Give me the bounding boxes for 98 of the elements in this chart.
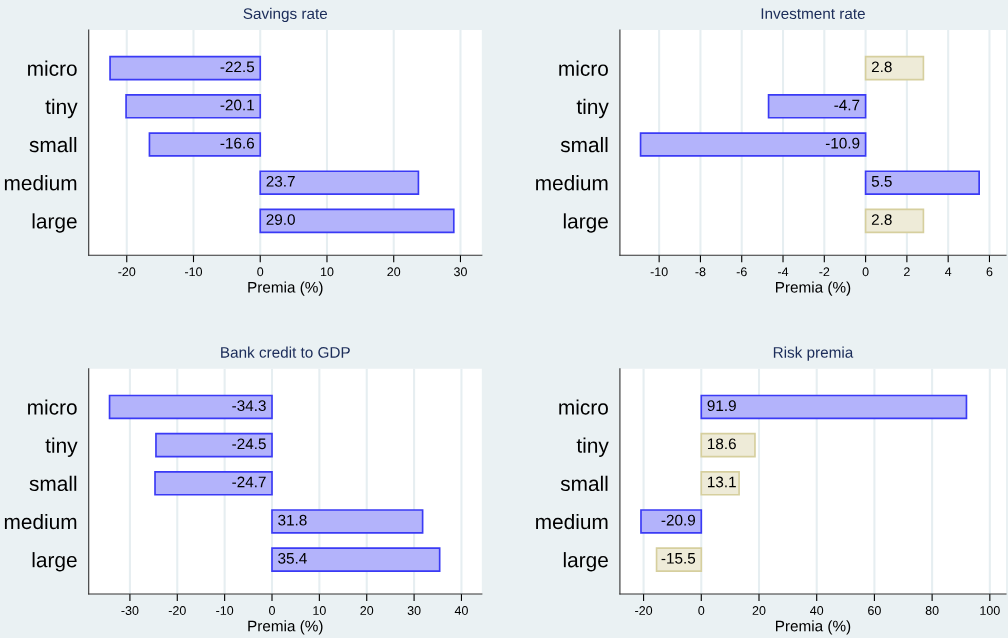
x-tick-label: 0 — [269, 606, 275, 615]
x-tick-label: 60 — [868, 606, 881, 615]
x-tick-label: -20 — [168, 606, 186, 615]
y-tick-label: tiny — [45, 98, 78, 119]
y-tick-label: large — [563, 552, 608, 572]
x-tick-label: 20 — [360, 606, 374, 615]
y-tick-label: medium — [4, 513, 77, 530]
x-tick-label: 40 — [454, 606, 468, 615]
data-label: 91.9 — [707, 400, 736, 412]
y-tick-label: micro — [28, 399, 77, 415]
bar — [259, 170, 420, 195]
x-tick-label: -8 — [695, 267, 706, 277]
data-label: 13.1 — [708, 476, 736, 488]
bar — [864, 55, 925, 81]
y-tick-label: tiny — [576, 437, 609, 457]
chart-title: Risk premia — [773, 346, 854, 361]
x-tick-label: 4 — [944, 267, 952, 277]
x-axis-title: Premia (%) — [776, 281, 851, 296]
bar — [767, 94, 867, 119]
y-tick-label: medium — [536, 175, 608, 191]
data-label: -24.7 — [232, 476, 266, 488]
bar — [700, 432, 756, 458]
bar — [640, 509, 703, 534]
x-tick-label: 100 — [980, 606, 1000, 615]
bar — [271, 547, 441, 572]
x-axis-title: Premia (%) — [248, 281, 323, 296]
x-tick-label: -30 — [121, 606, 139, 615]
x-tick-label: 0 — [862, 267, 869, 277]
data-label: 5.5 — [871, 176, 892, 187]
x-tick-label: 20 — [752, 606, 766, 615]
y-tick-label: micro — [559, 60, 608, 76]
y-tick-label: micro — [28, 60, 77, 76]
bar — [108, 394, 273, 420]
data-label: 29.0 — [266, 214, 295, 225]
x-tick-label: 30 — [453, 267, 467, 277]
data-label: 2.8 — [871, 61, 892, 73]
data-label: 31.8 — [278, 514, 307, 526]
x-tick-label: 0 — [698, 606, 705, 615]
bar — [655, 547, 703, 572]
x-tick-label: 80 — [925, 606, 939, 615]
bar — [125, 94, 262, 119]
x-tick-label: -4 — [778, 267, 789, 277]
x-tick-label: -10 — [216, 606, 234, 615]
x-axis-title: Premia (%) — [248, 620, 323, 635]
bar — [109, 55, 262, 81]
data-label: -15.5 — [661, 553, 696, 564]
chart-title: Savings rate — [243, 7, 328, 23]
bar — [864, 170, 980, 195]
x-axis-title: Premia (%) — [776, 620, 851, 635]
bar — [259, 208, 455, 234]
y-tick-label: small — [560, 475, 608, 492]
x-tick-label: 40 — [810, 606, 824, 615]
y-tick-label: large — [563, 213, 608, 233]
y-tick-label: small — [560, 136, 608, 153]
data-label: -4.7 — [834, 99, 860, 111]
y-tick-label: tiny — [576, 98, 609, 119]
y-tick-label: large — [32, 552, 77, 572]
bar — [154, 470, 273, 496]
y-tick-label: micro — [559, 399, 608, 415]
x-tick-label: 2 — [904, 267, 910, 277]
x-tick-label: -20 — [635, 606, 653, 615]
data-label: 18.6 — [708, 438, 736, 450]
data-label: 35.4 — [278, 552, 307, 564]
y-tick-label: tiny — [45, 437, 78, 457]
x-tick-label: 10 — [313, 606, 326, 615]
data-label: -24.5 — [232, 438, 266, 450]
data-label: -34.3 — [232, 400, 266, 412]
y-tick-label: small — [29, 136, 77, 153]
chart-title: Bank credit to GDP — [221, 346, 350, 358]
x-tick-label: -2 — [819, 267, 830, 277]
y-tick-label: medium — [4, 175, 77, 191]
bar — [148, 132, 262, 157]
x-tick-label: 6 — [986, 267, 993, 277]
x-tick-label: 20 — [387, 267, 401, 277]
y-tick-label: medium — [536, 513, 608, 530]
bar — [700, 394, 968, 420]
y-tick-label: large — [32, 213, 77, 233]
bar — [639, 132, 867, 157]
x-tick-label: 10 — [320, 267, 334, 277]
data-label: -20.9 — [661, 514, 696, 526]
x-tick-label: 30 — [407, 606, 421, 615]
x-tick-label: -20 — [118, 267, 136, 277]
bar — [700, 470, 740, 496]
x-tick-label: -10 — [650, 267, 668, 277]
data-label: -22.5 — [220, 61, 255, 73]
bar — [271, 509, 424, 534]
chart-title: Investment rate — [761, 8, 865, 20]
x-tick-label: 0 — [257, 267, 264, 277]
x-tick-label: -6 — [736, 267, 747, 277]
data-label: 23.7 — [266, 175, 295, 187]
data-label: 2.8 — [871, 214, 892, 225]
bar — [864, 208, 925, 234]
data-label: -20.1 — [220, 99, 254, 111]
data-label: -10.9 — [825, 137, 860, 149]
bar — [155, 432, 273, 458]
y-tick-label: small — [29, 475, 77, 492]
x-tick-label: -10 — [185, 267, 203, 277]
data-label: -16.6 — [220, 137, 255, 149]
